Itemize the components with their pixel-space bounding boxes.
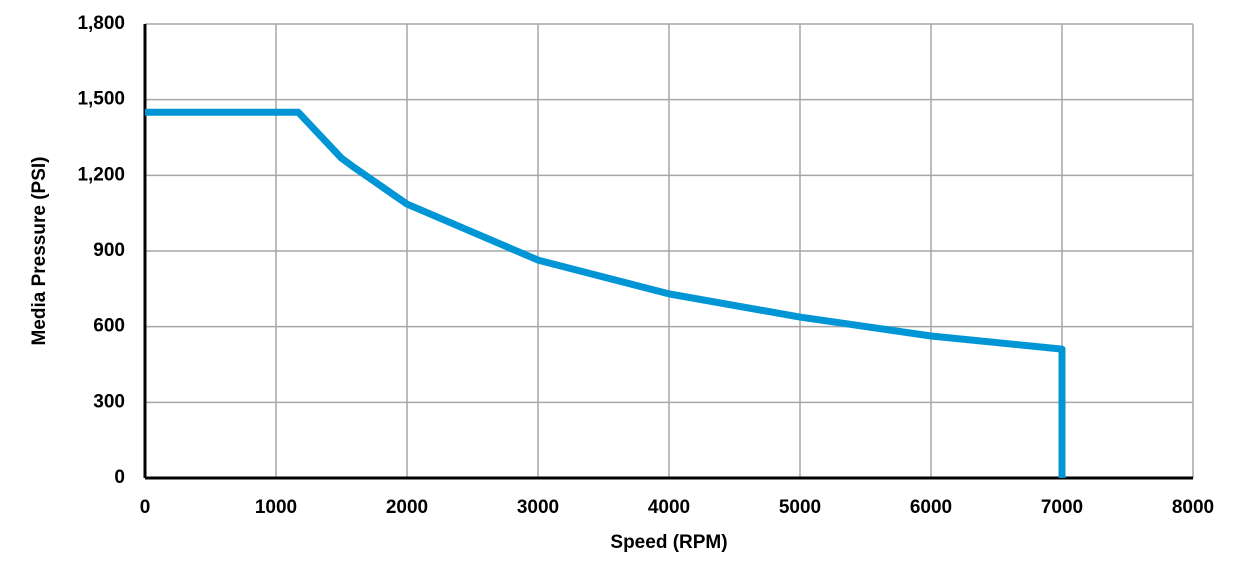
y-axis-title: Media Pressure (PSI) [29,156,50,345]
y-tick-label: 900 [93,240,125,261]
y-tick-label: 1,500 [77,89,125,110]
y-tick-label: 1,800 [77,13,125,34]
x-tick-label: 1000 [255,497,297,518]
y-tick-label: 600 [93,316,125,337]
x-tick-label: 8000 [1172,497,1214,518]
y-tick-label: 0 [114,467,125,488]
x-tick-label: 3000 [517,497,559,518]
x-tick-label: 2000 [386,497,428,518]
data-line [145,108,1066,478]
x-tick-label: 0 [140,497,151,518]
y-tick-label: 300 [93,391,125,412]
x-axis-title: Speed (RPM) [610,532,727,553]
y-tick-label: 1,200 [77,164,125,185]
x-tick-label: 7000 [1041,497,1083,518]
x-tick-label: 4000 [648,497,690,518]
x-tick-label: 5000 [779,497,821,518]
x-tick-label: 6000 [910,497,952,518]
